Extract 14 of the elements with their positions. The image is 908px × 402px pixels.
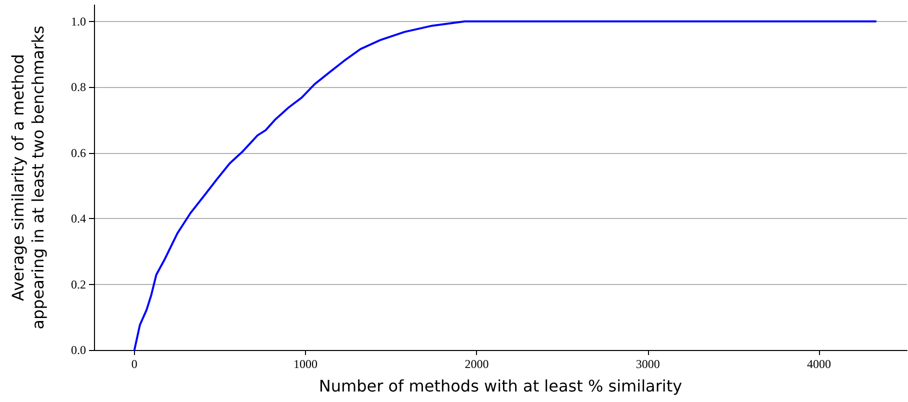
x-axis-title: Number of methods with at least % similarity: [318, 376, 682, 396]
y-tick-label: 0.0: [71, 343, 86, 357]
y-tick-label: 0.8: [71, 80, 86, 94]
x-tick-label: 0: [131, 357, 138, 371]
x-tick-label: 2000: [464, 357, 489, 371]
x-tick-label: 3000: [636, 357, 660, 371]
y-tick-label: 0.6: [71, 146, 86, 160]
y-axis-title: Average similarity of a method appearing in at least two benchmarks: [8, 26, 48, 330]
line-series: [133, 20, 877, 351]
x-tick-label: 1000: [294, 357, 318, 371]
y-tick-label: 0.4: [71, 212, 86, 226]
y-tick-label: 1.0: [71, 14, 86, 28]
y-tick-label: 0.2: [71, 277, 86, 292]
x-tick-label: 4000: [807, 357, 832, 371]
